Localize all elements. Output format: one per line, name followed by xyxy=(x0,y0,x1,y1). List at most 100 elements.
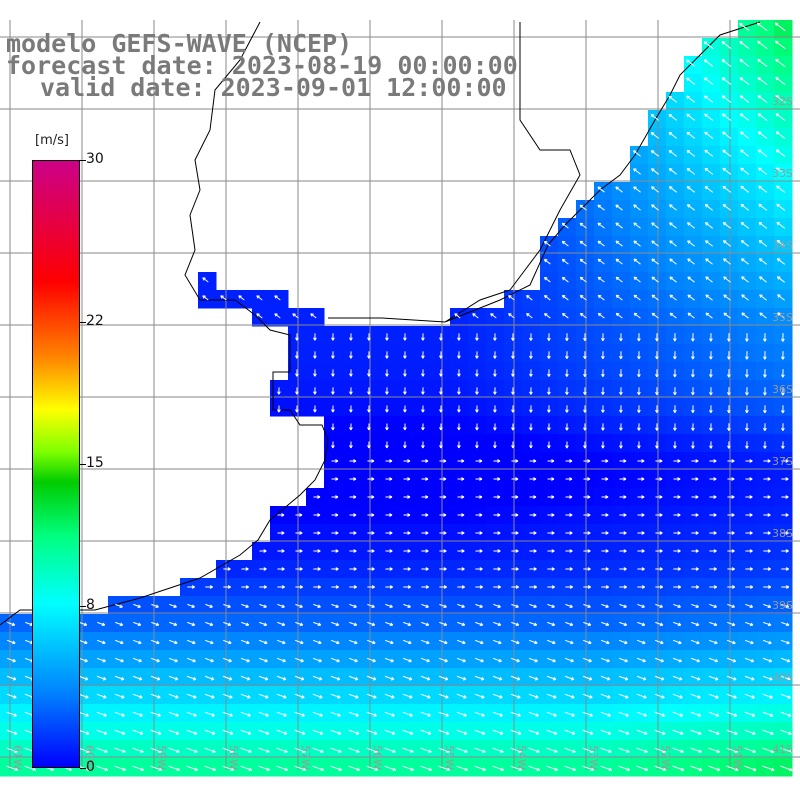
wave-arrow xyxy=(384,711,395,717)
wave-arrow xyxy=(636,747,648,753)
wave-arrow xyxy=(651,258,659,265)
wave-arrow xyxy=(654,747,666,753)
wave-arrow xyxy=(274,295,281,301)
wave-arrow xyxy=(220,295,227,301)
wave-arrow xyxy=(687,222,695,229)
wave-arrow xyxy=(669,204,677,211)
wave-arrow xyxy=(705,312,713,319)
wave-arrow xyxy=(312,747,324,753)
wave-arrow xyxy=(78,729,90,735)
wave-arrow xyxy=(775,58,786,68)
wave-arrow xyxy=(240,639,250,644)
wave-arrow xyxy=(544,277,551,283)
wave-arrow xyxy=(780,711,792,717)
wave-arrow xyxy=(202,295,209,301)
wave-arrow xyxy=(133,603,141,608)
wave-arrow xyxy=(708,747,720,753)
wave-arrow xyxy=(757,95,768,104)
wave-arrow xyxy=(580,313,587,319)
wave-arrow xyxy=(708,729,720,735)
latitude-label: 32S xyxy=(772,95,793,108)
wave-arrow xyxy=(669,222,677,229)
wave-arrow xyxy=(651,294,659,301)
wave-arrow xyxy=(780,693,791,699)
title-model: modelo GEFS-WAVE (NCEP) xyxy=(6,29,353,58)
wave-arrow xyxy=(687,294,695,301)
wave-arrow xyxy=(366,657,376,662)
wave-arrow xyxy=(420,639,430,644)
wave-arrow xyxy=(705,258,713,265)
wave-arrow xyxy=(457,603,465,608)
wave-arrow xyxy=(562,295,569,301)
wave-arrow xyxy=(745,621,754,626)
wave-arrow xyxy=(633,222,641,229)
wave-arrow xyxy=(722,113,732,121)
wave-arrow xyxy=(651,312,659,319)
wave-arrow xyxy=(511,603,519,608)
wave-arrow xyxy=(222,747,234,753)
wave-arrow xyxy=(474,657,484,662)
wave-arrow xyxy=(582,765,594,771)
wave-arrow xyxy=(709,603,717,608)
wave-arrow xyxy=(762,765,775,771)
wave-arrow xyxy=(312,693,323,699)
longitude-labels: 61W 60W 59W 58W 57W 56W 55W 54W 53W 52W 51W xyxy=(11,745,744,770)
wave-arrow xyxy=(727,603,735,608)
wave-arrow xyxy=(777,312,785,319)
wave-arrow xyxy=(600,765,612,771)
wave-arrow xyxy=(668,168,678,175)
wave-arrow xyxy=(687,276,695,283)
wave-arrow xyxy=(384,765,396,771)
wave-arrow xyxy=(294,747,306,753)
wave-arrow xyxy=(97,621,105,626)
wave-arrow xyxy=(544,295,551,301)
wave-arrow xyxy=(439,603,447,608)
wave-arrow xyxy=(438,693,449,699)
wave-arrow xyxy=(780,657,790,662)
wave-arrow xyxy=(474,765,486,771)
wave-arrow xyxy=(544,241,551,247)
wave-arrow xyxy=(776,185,786,193)
wave-arrow xyxy=(204,639,214,644)
wave-arrow xyxy=(690,747,702,753)
wave-arrow xyxy=(475,603,483,608)
wave-arrow xyxy=(776,258,786,265)
wave-arrow xyxy=(686,131,696,139)
wave-arrow xyxy=(276,693,287,699)
wave-arrow xyxy=(633,294,641,301)
wave-arrow xyxy=(651,168,659,175)
wave-arrow xyxy=(740,222,750,229)
wave-arrow xyxy=(651,222,659,229)
wave-arrow xyxy=(547,603,555,608)
latitude-label: 40S xyxy=(772,671,793,684)
wave-arrow xyxy=(114,747,126,753)
wave-arrow xyxy=(673,621,682,626)
latitude-label: 36S xyxy=(772,383,793,396)
wave-arrow xyxy=(776,167,786,175)
wave-arrow xyxy=(205,621,213,626)
wave-arrow xyxy=(564,675,575,680)
wave-arrow xyxy=(384,657,394,662)
wave-arrow xyxy=(704,167,714,175)
wave-arrow xyxy=(757,58,768,68)
wave-arrow xyxy=(668,95,678,103)
wave-arrow xyxy=(708,657,718,662)
wave-arrow xyxy=(564,711,575,717)
colorbar-tick xyxy=(80,322,86,324)
wave-arrow xyxy=(672,657,682,662)
wave-arrow xyxy=(633,204,641,211)
wave-arrow xyxy=(402,657,412,662)
wave-arrow xyxy=(114,729,126,735)
wave-arrow xyxy=(96,747,108,753)
wave-arrow xyxy=(668,113,678,121)
wave-arrow xyxy=(762,747,774,753)
wave-arrow xyxy=(636,765,648,771)
wave-arrow xyxy=(238,295,245,301)
wave-arrow xyxy=(240,711,251,717)
wave-arrow xyxy=(310,313,317,319)
wave-arrow xyxy=(722,222,732,229)
wave-arrow xyxy=(490,313,497,319)
wave-arrow xyxy=(672,747,684,753)
wave-arrow xyxy=(438,747,450,753)
